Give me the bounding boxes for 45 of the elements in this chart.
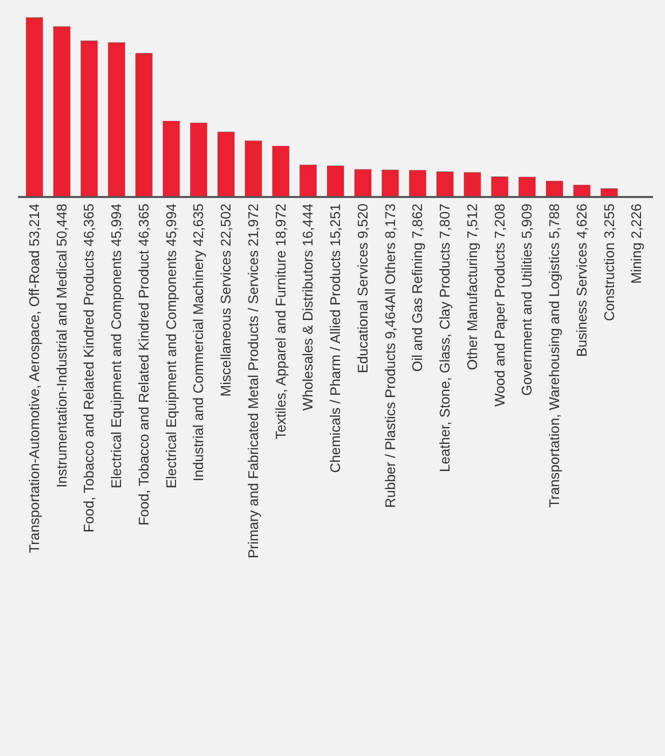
bar [573,184,590,196]
bar [53,26,70,196]
x-tick-label: Construction 3,255 [600,203,617,322]
x-tick-label: Food, Tobacco and Related Kindred Product 46,365 [135,203,152,526]
bar [272,146,290,196]
x-tick-label: Chemicals / Pharm / Allied Products 15,251 [327,203,344,473]
x-tick-label: Educational Services 9,520 [354,203,370,374]
bar [80,40,98,196]
x-tick-label: Oil and Gas Refining 7,862 [409,203,426,372]
x-tick-label: Rubber / Plastics Products 9,464All Others 8,173 [382,203,398,508]
bar [464,172,481,196]
bar [162,120,180,196]
bar [436,172,454,196]
x-tick-label: Business Services 4,626 [573,203,590,357]
bar [409,170,426,196]
x-tick-label: Leather, Stone, Glass, Clay Products 7,807 [436,203,453,472]
bar [26,17,43,196]
bar [218,132,234,196]
x-tick-label: Wholesales & Distributors 16,444 [300,203,316,411]
x-tick-label: Government and Utilities 5,909 [518,203,535,396]
bar [108,42,126,196]
x-tick-label: Electrical Equipment and Components 45,994 [108,203,124,488]
x-tick-label: Mining 2,226 [628,203,644,284]
bar [354,169,372,196]
x-tick-label: Miscellaneous Services 22,502 [218,203,234,397]
x-tick-label: Industrial and Commercial Machinery 42,635 [190,203,206,482]
bar [244,140,262,196]
x-tick-label: Transportation-Automotive, Aerospace, Off-Road 53,214 [26,203,42,554]
x-tick-label: Food, Tobacco and Related Kindred Products 46,365 [80,203,97,533]
bar [546,180,563,196]
x-tick-label: Textiles, Apparel and Furniture 18,972 [272,203,288,440]
x-tick-label: Primary and Fabricated Metal Products / Services 21,972 [244,203,261,558]
bar [300,164,317,196]
x-tick-label: Electrical Equipment and Components 45,994 [162,203,179,488]
bar [382,170,399,196]
x-tick-label: Instrumentation-Industrial and Medical 50,448 [53,203,70,488]
bar [135,53,152,196]
bar [327,166,344,196]
bar [491,176,508,196]
x-tick-label: Other Manufacturing 7,512 [464,203,480,370]
x-tick-label: Transportation, Warehousing and Logistics 5,788 [546,203,562,508]
bar [190,122,208,196]
x-tick-label: Wood and Paper Products 7,208 [491,203,508,406]
bar [600,188,618,196]
bar [518,176,536,196]
